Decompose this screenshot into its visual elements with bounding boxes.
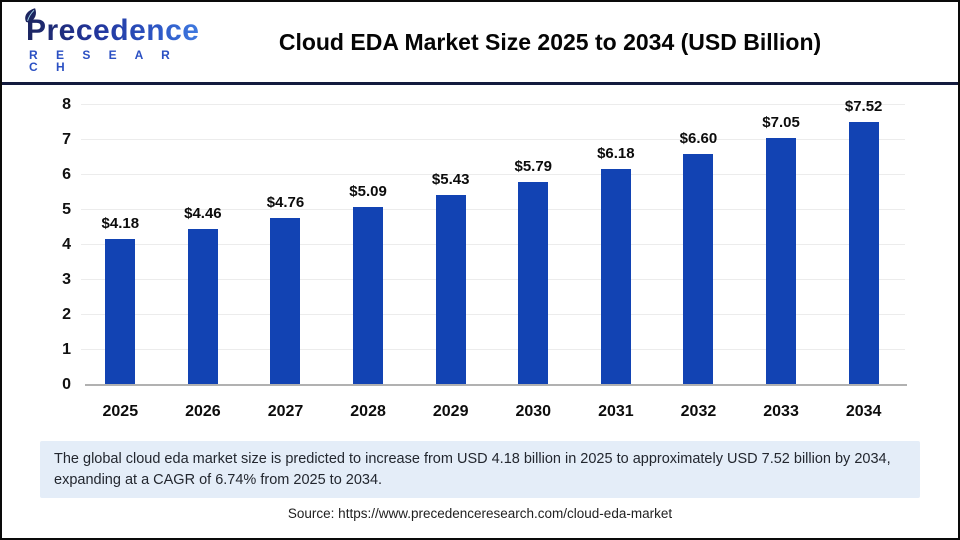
chart-area: 0 1 2 3 4 5 6 7 8 $4.18 2025 $4.46 2026 $4.76 2027 $5.… [62,97,907,420]
chart-section: 0 1 2 3 4 5 6 7 8 $4.18 2025 $4.46 2026 $4.76 2027 $5.… [2,97,958,420]
summary-note-text: The global cloud eda market size is pred… [54,451,891,488]
logo-wordmark: Precedence [26,13,200,47]
gridline [81,314,905,315]
bar-column: $5.79 2030 [492,105,575,420]
bar-value-label: $6.60 [679,130,718,147]
y-tick-label: 7 [62,131,71,148]
precedence-research-logo: Precedence R E S E A R C H [25,7,200,74]
x-tick-label: 2028 [350,403,386,420]
x-tick-label: 2034 [845,403,882,420]
y-tick-label: 3 [62,271,71,288]
y-tick-label: 2 [62,306,71,323]
bar-value-label: $7.52 [844,97,883,115]
bar [435,194,466,385]
bar-value-label: $4.76 [266,194,305,212]
x-axis-baseline [85,384,907,386]
gridline [81,279,905,280]
bar [683,154,714,385]
summary-note: The global cloud eda market size is pred… [40,441,920,499]
bar-value-label: $4.46 [184,204,222,222]
y-axis: 0 1 2 3 4 5 6 7 8 [31,97,71,393]
plot-area: 0 1 2 3 4 5 6 7 8 $4.18 2025 $4.46 2026 $4.76 2027 $5.… [62,97,907,420]
bar [270,218,301,385]
y-tick-label: 8 [62,96,71,113]
y-tick-label: 0 [62,376,71,393]
x-tick-label: 2026 [185,403,221,420]
chart-title: Cloud EDA Market Size 2025 to 2034 (USD … [278,28,822,55]
bar-column: $4.76 2027 [244,105,327,420]
x-tick-label: 2025 [102,403,139,420]
bars-row: $4.18 2025 $4.46 2026 $4.76 2027 $5.09 2028 $5.4… [79,98,905,420]
gridline [81,139,905,140]
gridline [81,104,905,105]
bar-column: $6.60 2032 [657,105,740,420]
bar-column: $5.09 2028 [327,105,410,420]
gridline [81,209,905,210]
bar [600,168,631,385]
x-tick-label: 2029 [432,403,469,420]
gridline [81,174,905,175]
bar-value-label: $5.43 [431,170,470,188]
header: Precedence R E S E A R C H Cloud EDA Mar… [2,2,958,82]
y-tick-label: 6 [62,166,71,183]
bar-value-label: $5.79 [514,158,553,176]
bar-column: $7.05 2033 [740,105,823,420]
bar-value-label: $5.09 [349,182,387,200]
bar-value-label: $6.18 [597,144,635,162]
bar-column: $6.18 2031 [575,105,658,420]
y-tick-label: 5 [62,201,71,218]
x-tick-label: 2030 [515,403,552,420]
leaf-icon [25,7,36,22]
header-divider [2,82,958,85]
bar [766,138,797,385]
x-tick-label: 2027 [267,403,304,420]
gridline [81,244,905,245]
bar-value-label: $7.05 [762,114,800,132]
bar-column: $5.43 2029 [409,105,492,420]
gridline [81,349,905,350]
y-tick-label: 1 [62,341,71,358]
source-line: Source: https://www.precedenceresearch.c… [287,506,673,522]
logo-subtext: R E S E A R C H [29,47,178,74]
bar [518,182,549,385]
bar [187,228,218,385]
y-tick-label: 4 [62,236,71,253]
x-tick-label: 2031 [598,403,634,420]
bar-column: $4.46 2026 [162,105,245,420]
bar [353,206,384,385]
bar-column: $4.18 2025 [79,105,162,420]
bar-value-label: $4.18 [101,214,140,232]
bar [105,238,136,385]
bar [848,121,879,385]
x-tick-label: 2033 [763,403,799,420]
x-tick-label: 2032 [680,403,717,420]
bar-column: $7.52 2034 [822,98,905,420]
